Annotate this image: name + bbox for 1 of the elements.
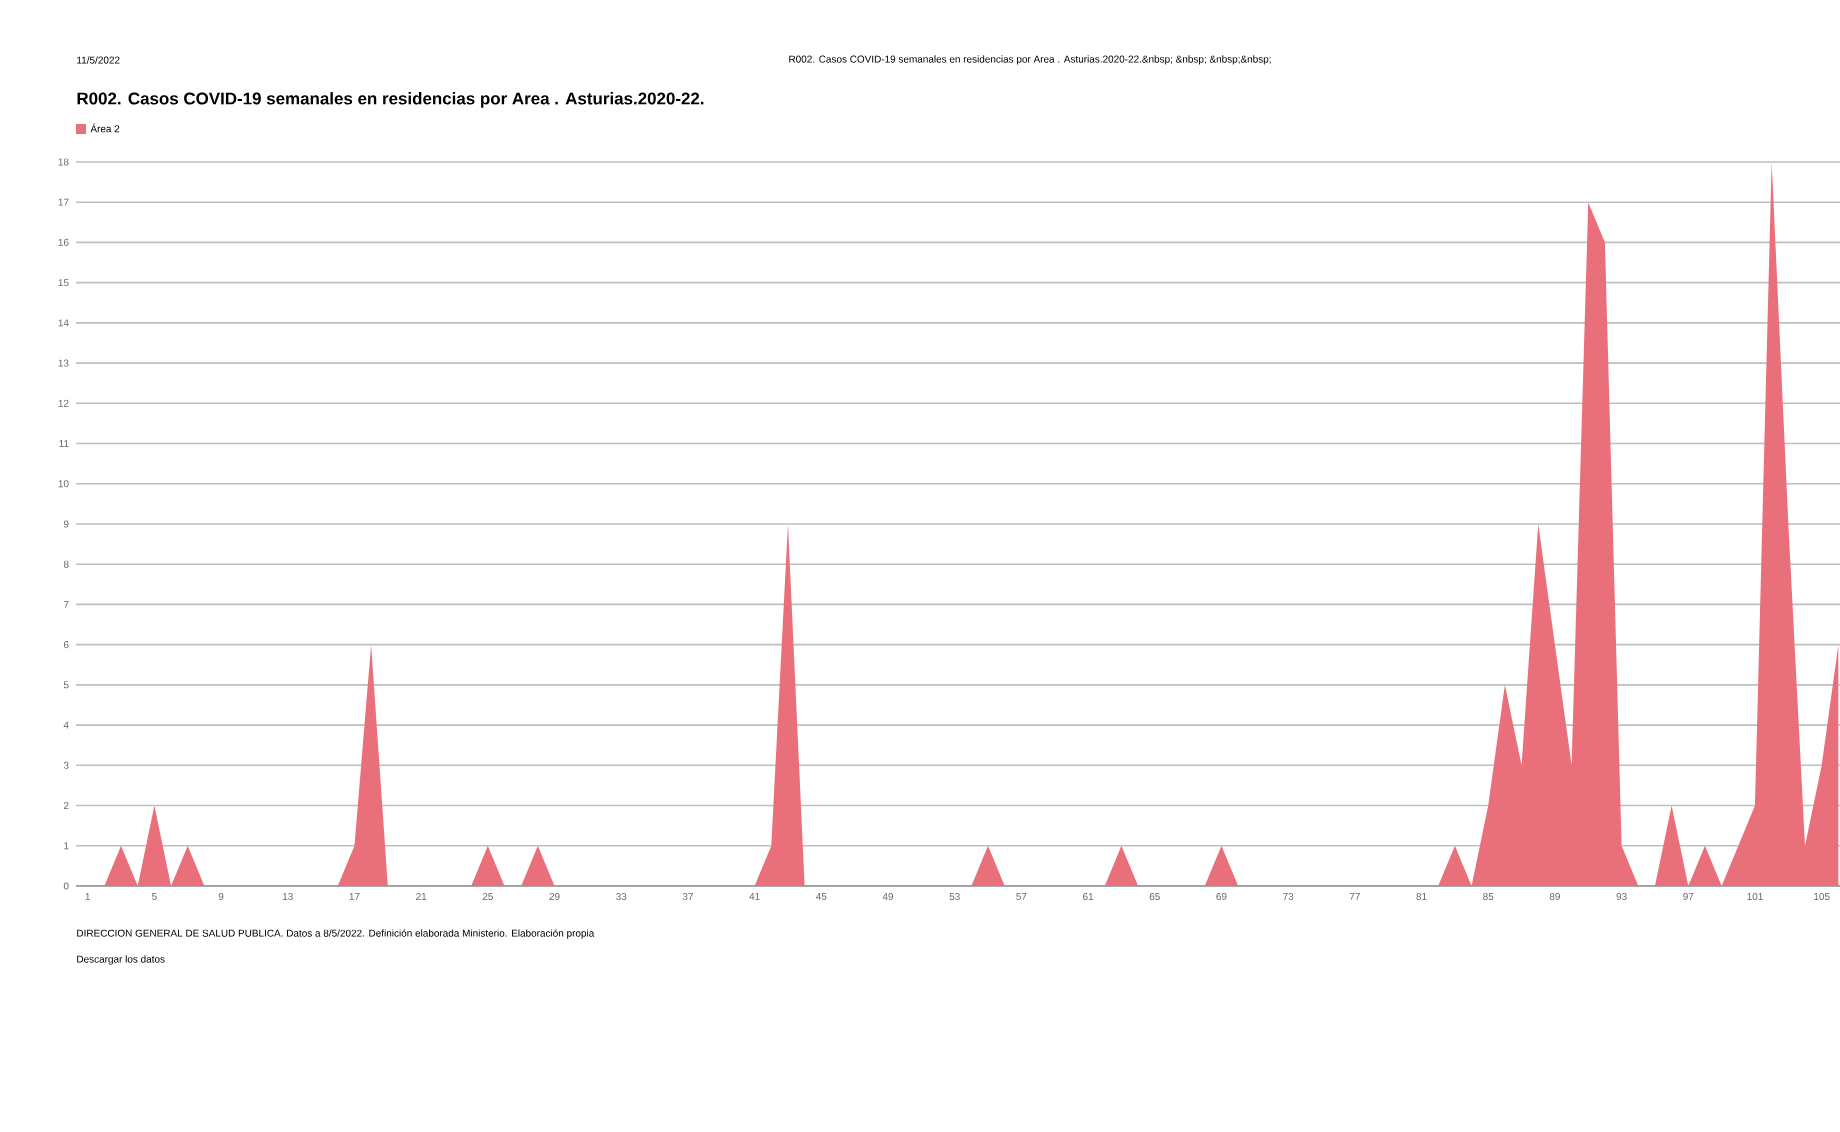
chart-title: R002. Casos COVID-19 semanales en residencias por Area . Asturias.2020-22. — [77, 92, 704, 108]
